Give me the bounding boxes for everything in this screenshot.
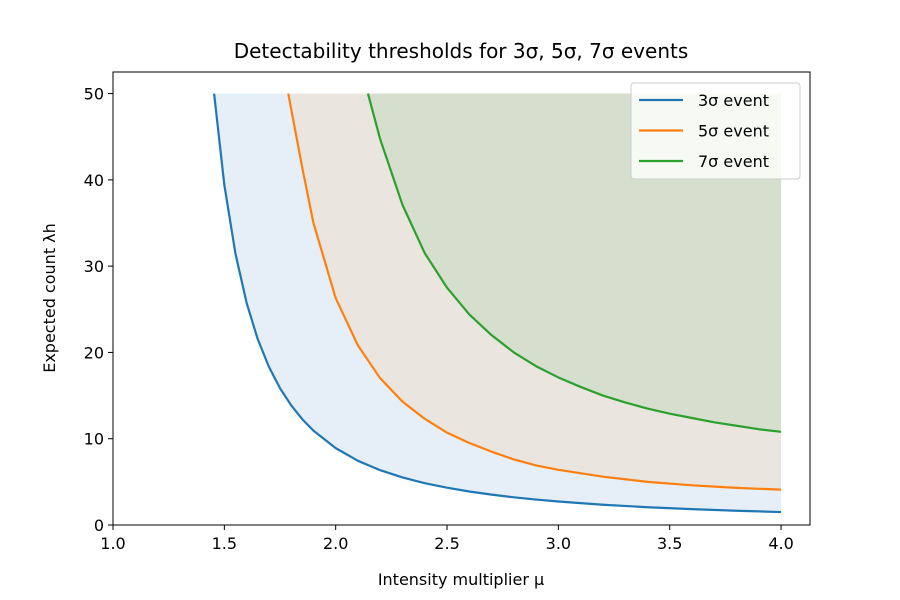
y-tick-label: 20 — [84, 343, 104, 362]
y-tick-label: 50 — [84, 85, 104, 104]
legend-items: 3σ event 5σ event 7σ event — [639, 91, 769, 171]
y-axis-ticks: 0 10 20 30 40 50 — [84, 85, 113, 535]
series-line-2 — [287, 93, 782, 491]
series-line-3 — [366, 93, 782, 433]
y-axis-label: Expected count λh — [40, 223, 59, 373]
x-tick-label: 3.0 — [546, 534, 571, 553]
y-tick-label: 10 — [84, 430, 104, 449]
y-tick-label: 0 — [94, 516, 104, 535]
x-tick-label: 2.5 — [434, 534, 459, 553]
x-axis-ticks: 1.0 1.5 2.0 2.5 3.0 3.5 4.0 — [100, 525, 794, 553]
legend: 3σ event 5σ event 7σ event — [630, 82, 801, 180]
chart-title: Detectability thresholds for 3σ, 5σ, 7σ … — [234, 39, 689, 63]
y-tick-label: 40 — [84, 171, 104, 190]
legend-box — [630, 82, 801, 180]
x-tick-label: 1.5 — [212, 534, 237, 553]
threshold-curves — [213, 93, 782, 514]
legend-label-3: 7σ event — [698, 152, 769, 171]
x-tick-label: 3.5 — [657, 534, 682, 553]
legend-label-1: 3σ event — [698, 91, 769, 110]
x-axis-label: Intensity multiplier μ — [378, 570, 544, 589]
series-line-1 — [213, 93, 782, 514]
x-tick-label: 4.0 — [768, 534, 793, 553]
x-tick-label: 1.0 — [100, 534, 125, 553]
y-tick-label: 30 — [84, 257, 104, 276]
plot-frame — [112, 71, 811, 526]
legend-label-2: 5σ event — [698, 122, 769, 141]
x-tick-label: 2.0 — [323, 534, 348, 553]
